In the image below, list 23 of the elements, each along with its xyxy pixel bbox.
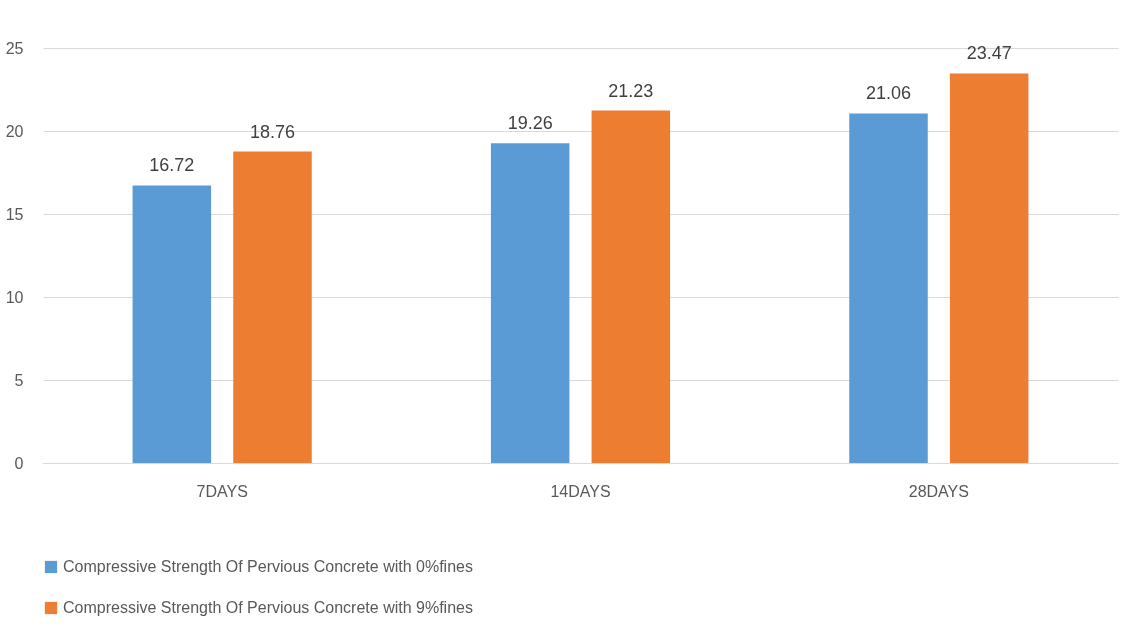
data-label: 16.72 [149, 155, 195, 176]
x-tick-label: 28DAYS [908, 482, 969, 500]
bar [591, 110, 671, 463]
y-tick-label: 25 [5, 39, 24, 57]
bar [849, 113, 928, 463]
y-tick-label: 20 [5, 122, 24, 140]
data-label: 21.23 [608, 80, 654, 101]
y-tick-label: 0 [14, 454, 24, 472]
y-tick-label: 10 [5, 288, 24, 306]
bar [949, 73, 1029, 463]
bar [132, 185, 212, 463]
legend-label: Compressive Strength Of Pervious Concrete with 0%fines [63, 558, 473, 575]
legend-label: Compressive Strength Of Pervious Concrete with 9%fines [63, 599, 473, 616]
x-tick-label: 7DAYS [196, 482, 248, 500]
data-label: 23.47 [966, 43, 1012, 64]
x-tick-label: 14DAYS [550, 482, 611, 500]
data-label: 19.26 [507, 113, 553, 134]
bar [233, 151, 312, 463]
bar [490, 143, 570, 463]
y-tick-label: 5 [14, 371, 24, 389]
y-tick-label: 15 [5, 205, 24, 223]
data-label: 18.76 [249, 121, 296, 142]
data-label: 21.06 [865, 83, 912, 104]
